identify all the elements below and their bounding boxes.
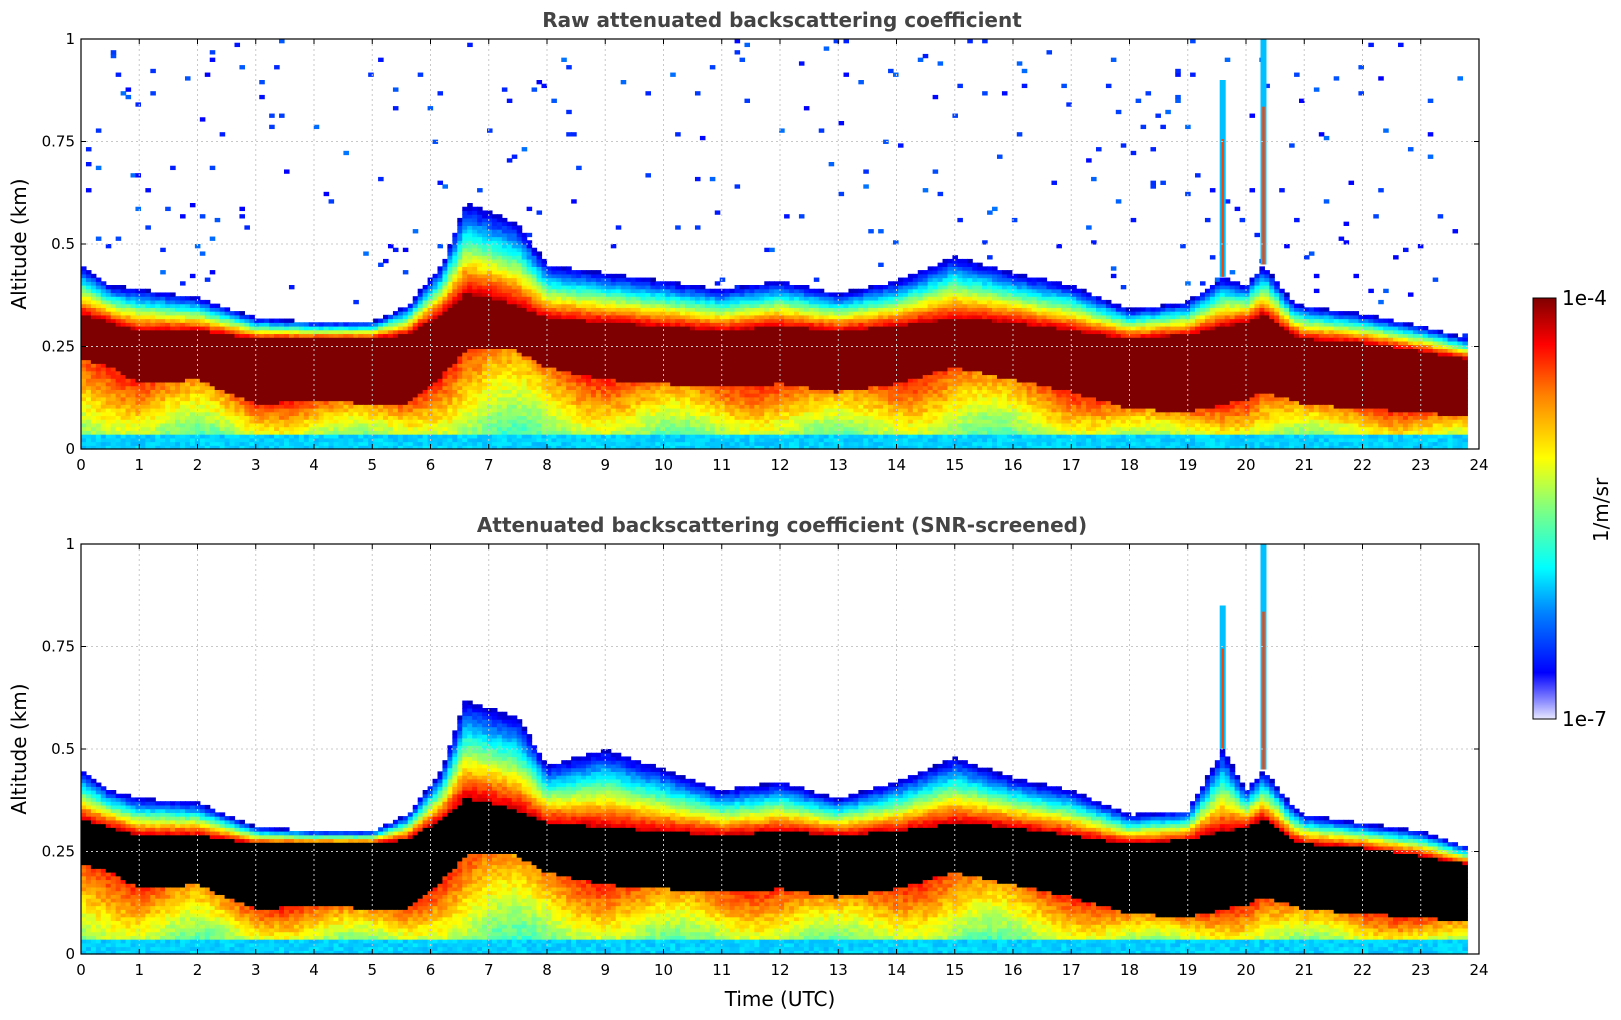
x-tick-label: 16 xyxy=(1003,456,1022,474)
panel-raw: Raw attenuated backscattering coefficien… xyxy=(7,8,1489,474)
x-tick-label: 6 xyxy=(426,961,436,979)
x-tick-label: 8 xyxy=(542,456,552,474)
x-tick-label: 14 xyxy=(887,961,906,979)
x-tick-label: 22 xyxy=(1353,456,1372,474)
x-tick-label: 7 xyxy=(484,961,494,979)
x-tick-label: 1 xyxy=(134,961,144,979)
x-tick-label: 24 xyxy=(1469,456,1488,474)
x-tick-label: 13 xyxy=(829,961,848,979)
y-tick-label: 0 xyxy=(65,440,75,458)
x-tick-label: 16 xyxy=(1003,961,1022,979)
y-tick-label: 1 xyxy=(65,535,75,553)
y-tick-label: 0.5 xyxy=(51,235,75,253)
x-tick-label: 15 xyxy=(945,961,964,979)
x-tick-label: 11 xyxy=(712,456,731,474)
chart-title-raw: Raw attenuated backscattering coefficien… xyxy=(542,8,1022,32)
colorbar-gradient xyxy=(1533,298,1556,719)
x-tick-label: 7 xyxy=(484,456,494,474)
x-tick-label: 24 xyxy=(1469,961,1488,979)
y-tick-label: 0.25 xyxy=(42,338,75,356)
x-tick-label: 2 xyxy=(193,456,203,474)
plume-mark xyxy=(1260,544,1266,770)
x-tick-label: 9 xyxy=(600,456,610,474)
x-tick-label: 2 xyxy=(193,961,203,979)
x-tick-label: 8 xyxy=(542,961,552,979)
x-tick-label: 12 xyxy=(770,456,789,474)
x-tick-label: 12 xyxy=(770,961,789,979)
colorbar-max-label: 1e-4 xyxy=(1562,286,1607,310)
y-tick-label: 0.25 xyxy=(42,843,75,861)
y-tick-label: 0.75 xyxy=(42,638,75,656)
x-tick-label: 10 xyxy=(654,456,673,474)
x-tick-label: 0 xyxy=(76,456,86,474)
y-tick-label: 0 xyxy=(65,945,75,963)
x-tick-label: 11 xyxy=(712,961,731,979)
x-tick-label: 22 xyxy=(1353,961,1372,979)
colorbar-unit-label: 1/m/sr xyxy=(1589,477,1613,542)
x-tick-label: 19 xyxy=(1178,961,1197,979)
chart-title-screened: Attenuated backscattering coefficient (S… xyxy=(477,513,1087,537)
y-tick-label: 0.75 xyxy=(42,133,75,151)
x-tick-label: 0 xyxy=(76,961,86,979)
y-tick-label: 1 xyxy=(65,30,75,48)
x-tick-label: 18 xyxy=(1120,961,1139,979)
plume-mark xyxy=(1220,606,1226,750)
colorbar: 1e-4 1e-7 1/m/sr xyxy=(1533,286,1613,731)
x-tick-label: 3 xyxy=(251,961,261,979)
x-tick-label: 9 xyxy=(600,961,610,979)
y-axis-label-raw: Altitude (km) xyxy=(7,178,31,309)
x-tick-label: 5 xyxy=(367,456,377,474)
x-tick-label: 20 xyxy=(1236,456,1255,474)
x-tick-label: 1 xyxy=(134,456,144,474)
x-tick-label: 10 xyxy=(654,961,673,979)
x-tick-label: 4 xyxy=(309,961,319,979)
x-tick-label: 14 xyxy=(887,456,906,474)
x-tick-label: 23 xyxy=(1411,961,1430,979)
plume-mark xyxy=(1220,80,1226,277)
x-tick-label: 17 xyxy=(1062,961,1081,979)
plume-mark xyxy=(1260,39,1266,265)
x-tick-label: 21 xyxy=(1295,456,1314,474)
x-tick-label: 4 xyxy=(309,456,319,474)
x-tick-label: 21 xyxy=(1295,961,1314,979)
x-tick-label: 19 xyxy=(1178,456,1197,474)
x-tick-label: 18 xyxy=(1120,456,1139,474)
y-tick-label: 0.5 xyxy=(51,740,75,758)
x-tick-label: 20 xyxy=(1236,961,1255,979)
x-tick-label: 15 xyxy=(945,456,964,474)
x-tick-label: 13 xyxy=(829,456,848,474)
y-axis-label-screened: Altitude (km) xyxy=(7,683,31,814)
x-axis-label: Time (UTC) xyxy=(724,987,836,1011)
figure: Raw attenuated backscattering coefficien… xyxy=(0,0,1621,1020)
x-tick-label: 5 xyxy=(367,961,377,979)
x-tick-label: 3 xyxy=(251,456,261,474)
x-tick-label: 6 xyxy=(426,456,436,474)
x-tick-label: 23 xyxy=(1411,456,1430,474)
colorbar-min-label: 1e-7 xyxy=(1562,707,1607,731)
panel-screened: Attenuated backscattering coefficient (S… xyxy=(7,513,1489,1011)
x-tick-label: 17 xyxy=(1062,456,1081,474)
